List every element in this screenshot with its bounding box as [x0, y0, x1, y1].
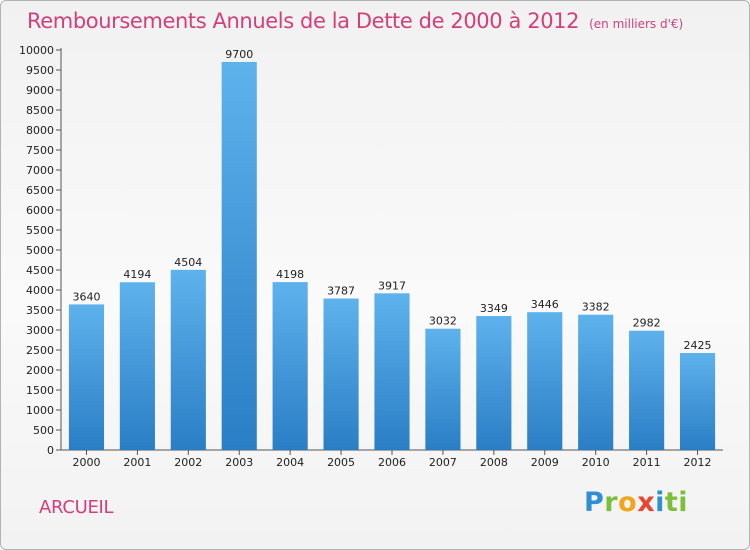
bar: [629, 330, 665, 450]
x-tick-label: 2001: [123, 456, 151, 469]
y-tick-label: 5500: [26, 224, 54, 237]
y-tick-label: 3000: [26, 324, 54, 337]
x-tick-label: 2006: [378, 456, 406, 469]
y-tick-label: 9500: [26, 64, 54, 77]
y-tick-label: 0: [47, 444, 54, 457]
bar: [119, 282, 155, 450]
y-tick-label: 6500: [26, 184, 54, 197]
bar-value-label: 4504: [174, 256, 202, 269]
brand-logo: Proxiti: [584, 487, 688, 518]
brand-letter: i: [655, 487, 665, 518]
brand-letter: ti: [664, 487, 689, 518]
bar-value-label: 3787: [327, 285, 355, 298]
x-tick-label: 2007: [429, 456, 457, 469]
y-tick-label: 7000: [26, 164, 54, 177]
x-tick-label: 2005: [327, 456, 355, 469]
city-name: ARCUEIL: [39, 497, 114, 518]
bar: [221, 62, 257, 450]
x-tick-label: 2008: [480, 456, 508, 469]
bar-value-label: 3917: [378, 279, 406, 292]
y-tick-label: 6000: [26, 204, 54, 217]
bar: [527, 312, 563, 450]
bar: [272, 282, 308, 450]
x-tick-label: 2011: [633, 456, 661, 469]
bar-value-label: 9700: [225, 48, 253, 61]
bar: [323, 298, 359, 450]
bar-value-label: 4194: [123, 268, 151, 281]
bar: [425, 328, 461, 450]
x-tick-label: 2000: [72, 456, 100, 469]
y-tick-label: 10000: [19, 44, 54, 57]
x-tick-label: 2012: [684, 456, 712, 469]
bar: [476, 316, 512, 450]
bar-value-label: 3640: [72, 290, 100, 303]
y-tick-label: 3500: [26, 304, 54, 317]
y-tick-label: 1500: [26, 384, 54, 397]
y-tick-label: 1000: [26, 404, 54, 417]
x-tick-label: 2004: [276, 456, 304, 469]
brand-letter: o: [618, 487, 638, 518]
y-tick-label: 8000: [26, 124, 54, 137]
bar-value-label: 3382: [582, 301, 610, 314]
y-tick-label: 8500: [26, 104, 54, 117]
brand-letter: r: [604, 487, 619, 518]
bar: [68, 304, 105, 450]
bar-value-label: 3446: [531, 298, 559, 311]
bar-value-label: 2982: [633, 317, 661, 330]
chart-title-text: Remboursements Annuels de la Dette de 20…: [27, 9, 580, 33]
y-tick-label: 4000: [26, 284, 54, 297]
chart-unit: (en milliers d'€): [589, 17, 684, 31]
x-tick-label: 2009: [531, 456, 559, 469]
y-tick-label: 500: [33, 424, 54, 437]
y-tick-label: 2000: [26, 364, 54, 377]
bar-value-label: 3349: [480, 302, 508, 315]
y-tick-label: 5000: [26, 244, 54, 257]
chart-title: Remboursements Annuels de la Dette de 20…: [27, 9, 683, 33]
y-tick-label: 7500: [26, 144, 54, 157]
bar: [374, 293, 410, 450]
y-tick-label: 4500: [26, 264, 54, 277]
brand-letter: x: [637, 487, 656, 518]
bar: [578, 314, 614, 450]
bar-value-label: 4198: [276, 268, 304, 281]
x-tick-label: 2003: [225, 456, 253, 469]
y-tick-label: 2500: [26, 344, 54, 357]
bar: [679, 353, 716, 450]
x-tick-label: 2010: [582, 456, 610, 469]
brand-letter: P: [584, 487, 605, 518]
bar-value-label: 3032: [429, 315, 457, 328]
bar: [170, 269, 206, 450]
bar-value-label: 2425: [684, 339, 712, 352]
y-tick-label: 9000: [26, 84, 54, 97]
x-tick-label: 2002: [174, 456, 202, 469]
